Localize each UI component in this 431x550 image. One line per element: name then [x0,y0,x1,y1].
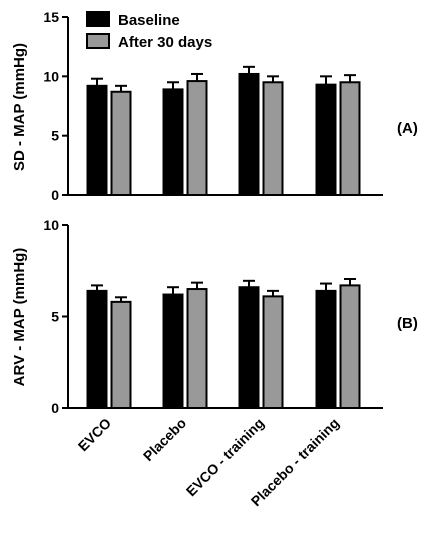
y-tick-label: 0 [51,400,59,416]
panel-label: (B) [397,315,418,332]
x-tick-label: Placebo [140,415,189,464]
panel-label: (A) [397,120,418,137]
y-tick-label: 15 [43,9,59,25]
y-tick-label: 5 [51,128,59,144]
bar-after-30-days [186,80,208,196]
bar-baseline [86,84,108,196]
y-tick-label: 0 [51,187,59,203]
bar-after-30-days [110,300,132,409]
legend-swatch [86,11,110,27]
bar-baseline [162,293,184,410]
y-tick-label: 10 [43,68,59,84]
y-axis-label: ARV - MAP (mmHg) [11,248,28,387]
bar-baseline [315,289,337,410]
legend-label: After 30 days [118,34,212,51]
bar-baseline [162,88,184,196]
legend-label: Baseline [118,12,180,29]
bar-after-30-days [262,295,284,409]
x-tick-label: EVCO - training [183,415,267,499]
y-axis-label: SD - MAP (mmHg) [11,43,28,171]
bar-after-30-days [110,90,132,196]
y-tick-label: 5 [51,309,59,325]
y-tick-label: 10 [43,217,59,233]
bar-baseline [238,72,260,196]
bar-after-30-days [339,284,361,410]
bar-after-30-days [186,288,208,409]
bar-baseline [315,83,337,196]
bar-baseline [238,286,260,409]
x-tick-label: EVCO [75,415,114,454]
bar-after-30-days [262,81,284,196]
legend-swatch [86,33,110,49]
bar-baseline [86,289,108,410]
bar-after-30-days [339,81,361,196]
